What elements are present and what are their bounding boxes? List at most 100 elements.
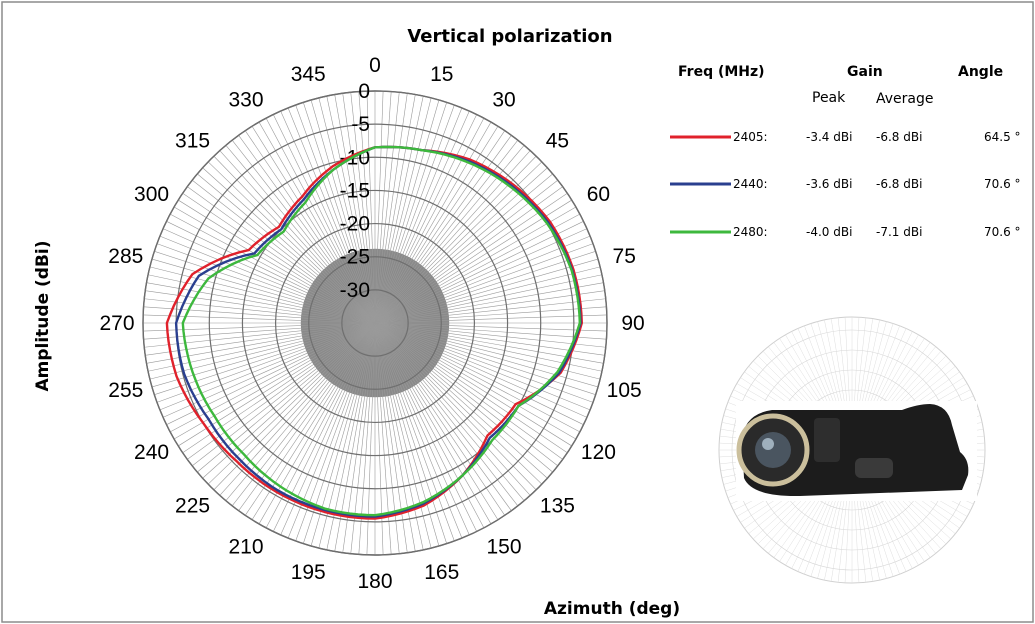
polar-spoke	[145, 322, 376, 356]
legend-average-value: -6.8 dBi	[876, 177, 922, 191]
polar-spoke	[374, 322, 424, 550]
polar-ring	[308, 256, 442, 390]
polar-spoke	[374, 179, 559, 324]
series-line-2440	[174, 145, 582, 518]
polar-spoke	[238, 135, 376, 324]
polar-spoke	[318, 97, 376, 324]
angle-tick-label: 120	[581, 441, 616, 464]
inset-device-photo	[718, 316, 986, 584]
polar-spoke	[374, 322, 553, 473]
polar-spoke	[374, 92, 400, 324]
polar-spoke	[258, 121, 376, 324]
polar-spoke	[374, 235, 591, 324]
polar-spoke	[151, 258, 376, 324]
polar-spoke	[143, 314, 376, 324]
polar-spoke	[374, 306, 607, 324]
angle-tick-label: 255	[108, 379, 143, 402]
polar-spoke	[374, 322, 537, 491]
polar-spoke	[273, 114, 376, 324]
polar-spoke	[374, 282, 604, 324]
polar-spoke	[374, 322, 408, 553]
polar-ring	[208, 156, 542, 490]
series-line-2480	[181, 145, 581, 517]
polar-spoke	[374, 322, 591, 411]
polar-plot: 0-5-10-15-20-25-300 153045607590105120135…	[99, 54, 644, 593]
polar-ring	[274, 222, 476, 424]
polar-spoke	[334, 94, 376, 324]
polar-spoke	[350, 92, 376, 324]
polar-spoke	[374, 322, 588, 418]
angle-tick-label: 75	[613, 245, 636, 268]
polar-spoke	[374, 322, 512, 511]
polar-spoke	[374, 118, 485, 324]
polar-spoke	[374, 251, 596, 324]
legend-rows: 2405: -3.4 dBi -6.8 dBi 64.5 ° 2440: -3.6 dBi…	[670, 130, 1021, 239]
polar-spoke	[156, 243, 376, 324]
y-axis-label: Amplitude (dBi)	[33, 240, 53, 391]
polar-spoke	[374, 322, 568, 453]
polar-spoke	[182, 193, 376, 324]
polar-spoke	[374, 314, 607, 324]
polar-spoke	[374, 322, 607, 340]
legend-peak-value: -3.6 dBi	[806, 177, 852, 191]
camera-viewfinder	[855, 458, 893, 478]
polar-spoke	[374, 322, 543, 485]
legend-peak-value: -4.0 dBi	[806, 225, 852, 239]
polar-spoke	[374, 322, 580, 433]
polar-spoke	[374, 213, 580, 324]
polar-spoke	[219, 150, 376, 324]
polar-spoke	[374, 93, 408, 324]
polar-spoke	[295, 104, 376, 324]
polar-spoke	[342, 93, 376, 324]
polar-spoke	[166, 221, 376, 324]
polar-spoke	[154, 322, 376, 395]
polar-spoke	[374, 135, 512, 324]
polar-spoke	[146, 322, 376, 364]
polar-spoke	[358, 91, 376, 324]
legend-freq-header: Freq (MHz)	[678, 64, 765, 80]
legend: Freq (MHz) Gain Angle Peak Average 2405:…	[670, 64, 1021, 239]
polar-spoke	[374, 104, 455, 324]
polar-spoke	[159, 322, 376, 411]
polar-spoke	[374, 91, 392, 324]
polar-spoke	[202, 167, 376, 324]
polar-spoke	[374, 322, 596, 395]
polar-spoke	[374, 322, 455, 542]
radial-tick-label: -5	[351, 113, 370, 136]
polar-spoke	[374, 130, 505, 324]
polar-spoke	[173, 206, 376, 324]
polar-spoke	[374, 298, 606, 324]
polar-ring	[241, 189, 509, 457]
angle-tick-label: 195	[291, 561, 326, 584]
polar-spoke	[374, 199, 572, 324]
legend-freq-value: 2405:	[733, 130, 768, 144]
polar-spoke	[374, 322, 416, 552]
legend-freq-value: 2480:	[733, 225, 768, 239]
polar-spoke	[287, 107, 376, 324]
legend-angle-value: 64.5 °	[984, 130, 1021, 144]
camera-lens-glass	[755, 432, 791, 468]
legend-average-header: Average	[876, 91, 934, 107]
chart-title: Vertical polarization	[407, 26, 612, 47]
angle-tick-label: 15	[430, 63, 453, 86]
legend-angle-header: Angle	[958, 64, 1003, 80]
legend-average-value: -7.1 dBi	[876, 225, 922, 239]
polar-spoke	[231, 139, 376, 324]
polar-spoke	[374, 322, 440, 547]
polar-spoke	[162, 228, 376, 324]
polar-spoke	[374, 322, 432, 549]
polar-spoke	[374, 274, 602, 324]
polar-spoke	[374, 126, 499, 324]
radial-tick-label: -15	[340, 179, 370, 202]
polar-spoke	[374, 99, 440, 324]
polar-spoke	[251, 126, 376, 324]
polar-spoke	[207, 161, 376, 324]
polar-spoke	[374, 322, 605, 356]
legend-angle-value: 70.6 °	[984, 177, 1021, 191]
angle-tick-label: 60	[587, 183, 610, 206]
polar-spoke	[265, 118, 376, 324]
polar-spoke	[366, 91, 376, 324]
polar-spoke	[151, 322, 376, 388]
polar-ring	[341, 289, 409, 357]
polar-spoke	[374, 322, 477, 532]
